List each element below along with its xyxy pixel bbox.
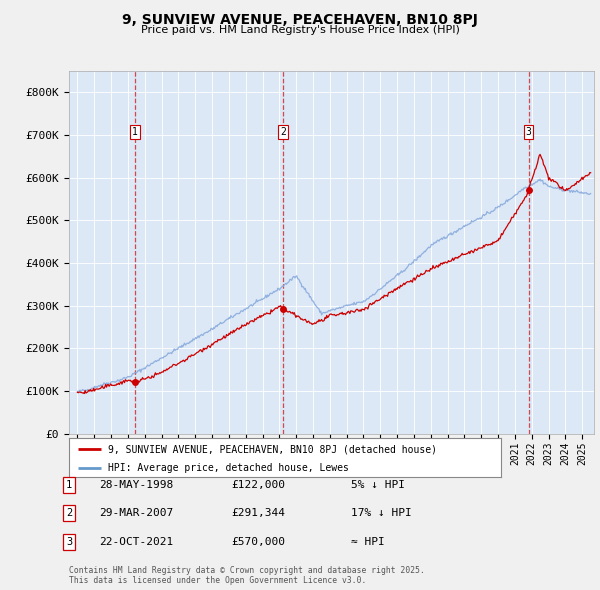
Text: ≈ HPI: ≈ HPI [351,537,385,546]
Text: HPI: Average price, detached house, Lewes: HPI: Average price, detached house, Lewe… [108,463,349,473]
Text: 3: 3 [526,127,532,137]
Text: 1: 1 [132,127,138,137]
Text: 3: 3 [66,537,72,546]
Text: 2: 2 [280,127,286,137]
Text: Price paid vs. HM Land Registry's House Price Index (HPI): Price paid vs. HM Land Registry's House … [140,25,460,35]
Text: 28-MAY-1998: 28-MAY-1998 [99,480,173,490]
Text: 9, SUNVIEW AVENUE, PEACEHAVEN, BN10 8PJ: 9, SUNVIEW AVENUE, PEACEHAVEN, BN10 8PJ [122,13,478,27]
Text: 17% ↓ HPI: 17% ↓ HPI [351,509,412,518]
Text: 5% ↓ HPI: 5% ↓ HPI [351,480,405,490]
Text: 29-MAR-2007: 29-MAR-2007 [99,509,173,518]
Text: Contains HM Land Registry data © Crown copyright and database right 2025.
This d: Contains HM Land Registry data © Crown c… [69,566,425,585]
Text: 9, SUNVIEW AVENUE, PEACEHAVEN, BN10 8PJ (detached house): 9, SUNVIEW AVENUE, PEACEHAVEN, BN10 8PJ … [108,444,437,454]
Text: 2: 2 [66,509,72,518]
Text: 1: 1 [66,480,72,490]
Text: £570,000: £570,000 [231,537,285,546]
Text: £291,344: £291,344 [231,509,285,518]
Text: £122,000: £122,000 [231,480,285,490]
Text: 22-OCT-2021: 22-OCT-2021 [99,537,173,546]
